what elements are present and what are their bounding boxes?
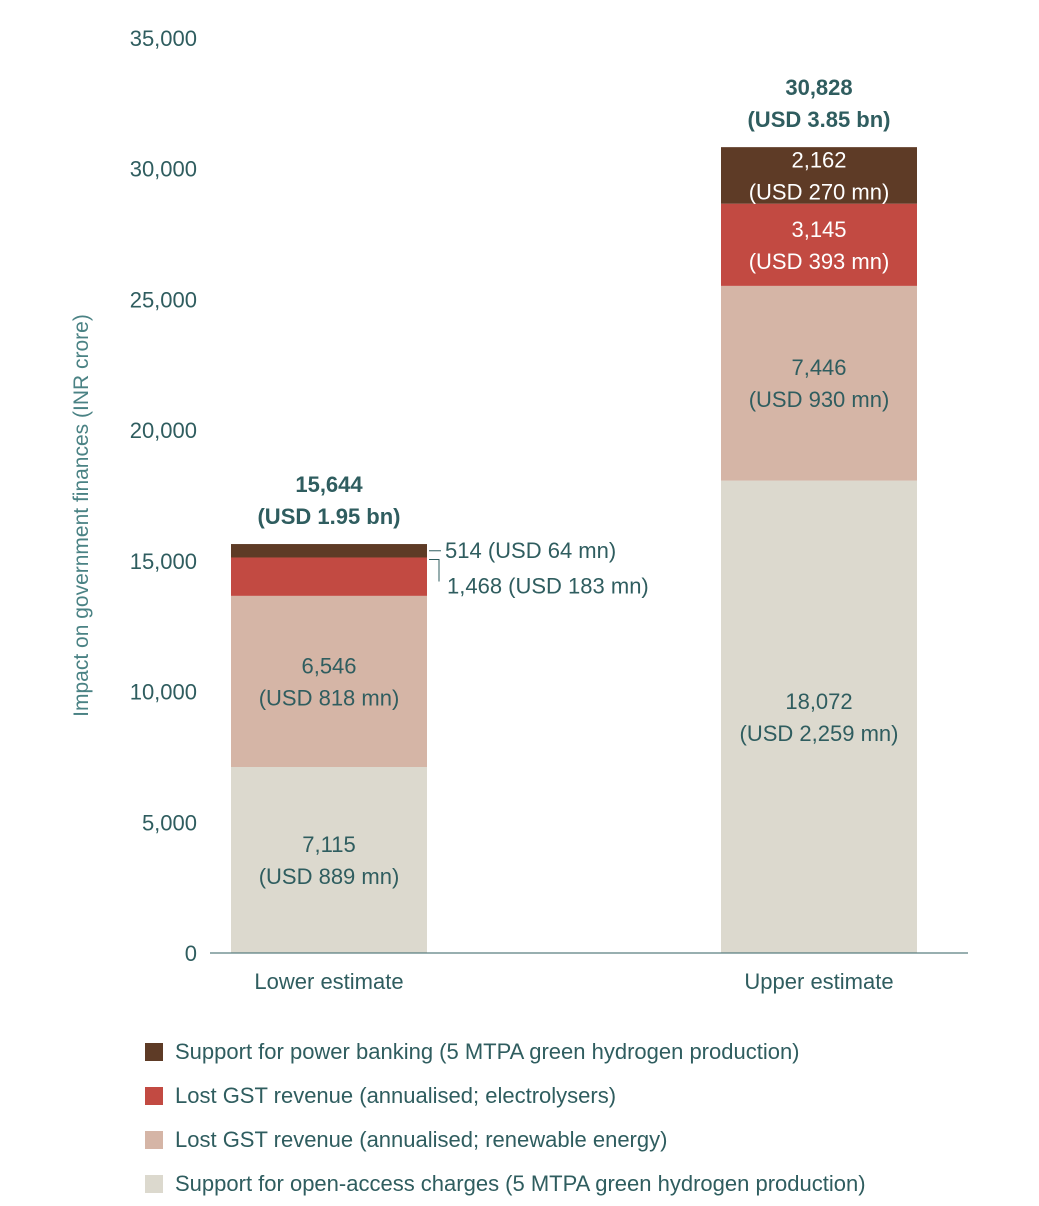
y-tick-label: 5,000 xyxy=(142,810,197,835)
segment-label: (USD 889 mn) xyxy=(259,864,400,889)
y-tick-label: 30,000 xyxy=(130,157,197,182)
bars xyxy=(231,147,917,953)
segment-label: 2,162 xyxy=(791,147,846,172)
total-labels: 15,644 (USD 1.95 bn) 30,828 (USD 3.85 bn) xyxy=(257,75,890,529)
bar-segment xyxy=(231,595,427,767)
segment-label: 7,115 xyxy=(302,832,355,857)
legend-swatch xyxy=(145,1043,163,1061)
total-value-label: 30,828 xyxy=(785,75,852,100)
legend-item: Support for power banking (5 MTPA green … xyxy=(145,1030,866,1074)
legend-swatch xyxy=(145,1175,163,1193)
segment-label: 7,446 xyxy=(791,355,846,380)
callout-leader xyxy=(429,558,440,582)
y-tick-label: 0 xyxy=(185,941,197,966)
legend-item: Support for open-access charges (5 MTPA … xyxy=(145,1162,866,1206)
segment-label: (USD 930 mn) xyxy=(749,387,890,412)
y-tick-label: 20,000 xyxy=(130,418,197,443)
legend-item: Lost GST revenue (annualised; electrolys… xyxy=(145,1074,866,1118)
bar-segment xyxy=(231,544,427,558)
legend-label: Lost GST revenue (annualised; electrolys… xyxy=(175,1083,617,1108)
legend-label: Lost GST revenue (annualised; renewable … xyxy=(175,1127,668,1152)
bar-segment xyxy=(231,766,427,953)
total-usd-label: (USD 3.85 bn) xyxy=(747,107,890,132)
total-usd-label: (USD 1.95 bn) xyxy=(257,504,400,529)
segment-labels: 7,115 (USD 889 mn) 6,546 (USD 818 mn) 1,468 … xyxy=(259,147,899,889)
total-value-label: 15,644 xyxy=(295,472,363,497)
x-tick-label: Upper estimate xyxy=(744,969,893,994)
legend-label: Support for power banking (5 MTPA green … xyxy=(175,1039,800,1064)
callout-label: 1,468 (USD 183 mn) xyxy=(447,573,649,598)
legend-item: Lost GST revenue (annualised; renewable … xyxy=(145,1118,866,1162)
y-tick-label: 35,000 xyxy=(130,26,197,51)
legend-swatch xyxy=(145,1131,163,1149)
legend-swatch xyxy=(145,1087,163,1105)
y-tick-label: 25,000 xyxy=(130,287,197,312)
callout-label: 514 (USD 64 mn) xyxy=(445,538,616,563)
segment-label: (USD 2,259 mn) xyxy=(740,721,899,746)
y-axis-label: Impact on government finances (INR crore… xyxy=(70,314,93,717)
bar-segment xyxy=(721,480,917,953)
segment-label: 3,145 xyxy=(791,217,846,242)
segment-label: (USD 270 mn) xyxy=(749,179,890,204)
x-axis: Lower estimate Upper estimate xyxy=(210,952,968,994)
bar-segment xyxy=(231,557,427,596)
y-axis: 0 5,000 10,000 15,000 20,000 25,000 30,000 35,0… xyxy=(70,26,197,966)
legend: Support for power banking (5 MTPA green … xyxy=(145,1030,866,1206)
segment-label: 18,072 xyxy=(785,689,852,714)
segment-label: (USD 818 mn) xyxy=(259,685,400,710)
bar-segment xyxy=(721,147,917,204)
x-tick-label: Lower estimate xyxy=(254,969,403,994)
bar-segment xyxy=(721,285,917,481)
y-tick-label: 15,000 xyxy=(130,549,197,574)
legend-label: Support for open-access charges (5 MTPA … xyxy=(175,1171,866,1196)
y-tick-label: 10,000 xyxy=(130,680,197,705)
segment-label: (USD 393 mn) xyxy=(749,249,890,274)
stacked-bar-chart: 0 5,000 10,000 15,000 20,000 25,000 30,000 35,0… xyxy=(70,26,968,994)
segment-label: 6,546 xyxy=(301,653,356,678)
bar-segment xyxy=(721,203,917,286)
